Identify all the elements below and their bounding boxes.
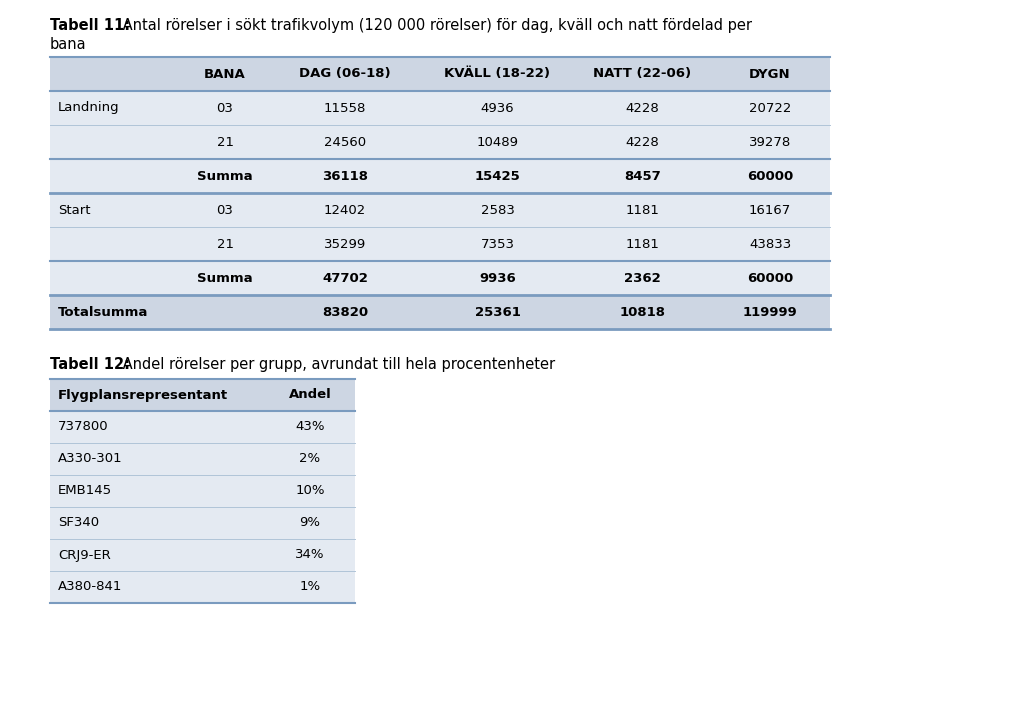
- Text: 737800: 737800: [58, 420, 108, 434]
- Text: 12402: 12402: [324, 203, 366, 217]
- Text: 1181: 1181: [625, 203, 660, 217]
- Text: 21: 21: [217, 135, 233, 149]
- Text: DYGN: DYGN: [749, 68, 791, 80]
- Text: Antal rörelser i sökt trafikvolym (120 000 rörelser) för dag, kväll och natt för: Antal rörelser i sökt trafikvolym (120 0…: [118, 18, 752, 33]
- Text: 24560: 24560: [324, 135, 366, 149]
- Text: Tabell 12:: Tabell 12:: [50, 357, 130, 372]
- Text: 7353: 7353: [481, 237, 515, 251]
- Text: 10818: 10818: [620, 306, 666, 318]
- Text: Flygplansrepresentant: Flygplansrepresentant: [58, 389, 228, 401]
- Bar: [50, 125, 830, 159]
- Bar: [50, 159, 830, 193]
- Text: 60000: 60000: [747, 170, 793, 182]
- Bar: [50, 227, 830, 261]
- Bar: [50, 91, 830, 125]
- Text: 1%: 1%: [300, 581, 320, 593]
- Bar: [50, 261, 830, 295]
- Text: 10489: 10489: [477, 135, 519, 149]
- Text: 03: 03: [217, 203, 233, 217]
- Text: Landning: Landning: [58, 101, 120, 115]
- Bar: [50, 475, 355, 507]
- Bar: [50, 193, 830, 227]
- Text: SF340: SF340: [58, 517, 99, 529]
- Text: 03: 03: [217, 101, 233, 115]
- Text: Summa: Summa: [197, 272, 253, 284]
- Text: Totalsumma: Totalsumma: [58, 306, 148, 318]
- Text: 21: 21: [217, 237, 233, 251]
- Text: CRJ9-ER: CRJ9-ER: [58, 548, 110, 562]
- Text: 60000: 60000: [747, 272, 793, 284]
- Text: 2%: 2%: [300, 453, 320, 465]
- Text: 4936: 4936: [481, 101, 515, 115]
- Text: Start: Start: [58, 203, 90, 217]
- Bar: [50, 411, 355, 443]
- Text: 11558: 11558: [324, 101, 366, 115]
- Text: 9936: 9936: [479, 272, 516, 284]
- Text: 8457: 8457: [624, 170, 661, 182]
- Text: 36118: 36118: [322, 170, 368, 182]
- Text: KVÄLL (18-22): KVÄLL (18-22): [445, 68, 550, 80]
- Text: 16167: 16167: [749, 203, 791, 217]
- Text: 2362: 2362: [624, 272, 661, 284]
- Text: 39278: 39278: [749, 135, 791, 149]
- Text: BANA: BANA: [205, 68, 246, 80]
- Text: 1181: 1181: [625, 237, 660, 251]
- Text: 43833: 43833: [749, 237, 791, 251]
- Text: 20722: 20722: [749, 101, 791, 115]
- Text: 15425: 15425: [475, 170, 521, 182]
- Text: NATT (22-06): NATT (22-06): [593, 68, 692, 80]
- Text: Summa: Summa: [197, 170, 253, 182]
- Bar: [50, 539, 355, 571]
- Text: 119999: 119999: [743, 306, 797, 318]
- Text: 47702: 47702: [322, 272, 368, 284]
- Bar: [50, 443, 355, 475]
- Text: Tabell 11:: Tabell 11:: [50, 18, 130, 33]
- Text: 10%: 10%: [296, 484, 324, 498]
- Text: 34%: 34%: [296, 548, 324, 562]
- Bar: [50, 507, 355, 539]
- Text: 35299: 35299: [324, 237, 366, 251]
- Text: 9%: 9%: [300, 517, 320, 529]
- Text: 83820: 83820: [322, 306, 368, 318]
- Text: EMB145: EMB145: [58, 484, 113, 498]
- Bar: [50, 379, 355, 411]
- Text: 2583: 2583: [481, 203, 515, 217]
- Bar: [50, 571, 355, 603]
- Text: A330-301: A330-301: [58, 453, 123, 465]
- Text: Andel: Andel: [288, 389, 331, 401]
- Text: 43%: 43%: [296, 420, 324, 434]
- Bar: [50, 295, 830, 329]
- Text: A380-841: A380-841: [58, 581, 123, 593]
- Text: 4228: 4228: [626, 101, 660, 115]
- Text: DAG (06-18): DAG (06-18): [299, 68, 391, 80]
- Text: bana: bana: [50, 37, 87, 52]
- Text: Andel rörelser per grupp, avrundat till hela procentenheter: Andel rörelser per grupp, avrundat till …: [118, 357, 555, 372]
- Bar: [50, 57, 830, 91]
- Text: 4228: 4228: [626, 135, 660, 149]
- Text: 25361: 25361: [475, 306, 521, 318]
